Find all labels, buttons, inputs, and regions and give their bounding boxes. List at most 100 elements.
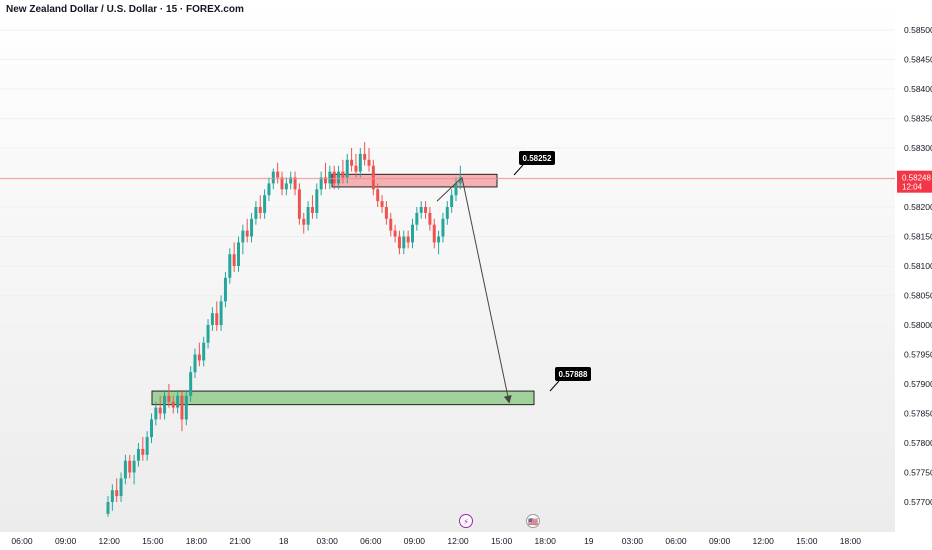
- grid: [0, 29, 895, 503]
- x-tick-label: 12:00: [99, 536, 121, 546]
- candle-body: [219, 301, 223, 325]
- x-tick-label: 03:00: [622, 536, 644, 546]
- candle-body: [245, 230, 249, 237]
- x-tick-label: 18:00: [840, 536, 862, 546]
- time-axis[interactable]: 06:00 09:00 12:00 15:00 18:00 21:00 18 03:00 06:…: [11, 536, 861, 546]
- candle-body: [324, 177, 327, 184]
- price-axis[interactable]: 0.58500 0.58450 0.58400 0.58350 0.58300 0.582…: [897, 25, 932, 507]
- candle-body: [306, 207, 310, 225]
- candle-body: [132, 460, 136, 473]
- support-callout-box[interactable]: [555, 367, 591, 381]
- candle-body: [411, 224, 414, 243]
- resistance-callout-box[interactable]: [519, 151, 555, 165]
- resistance-callout-text: 0.58252: [523, 154, 552, 163]
- candle-body: [202, 342, 206, 361]
- x-tick-label: 12:00: [753, 536, 775, 546]
- candle-body: [393, 230, 397, 237]
- y-tick-label: 0.58000: [904, 320, 932, 330]
- y-tick-label: 0.58500: [904, 25, 932, 35]
- candle-body: [258, 207, 262, 213]
- current-price-value: 0.58248: [902, 174, 931, 183]
- x-tick-label: 15:00: [491, 536, 513, 546]
- support-zone[interactable]: [151, 390, 535, 406]
- candle-body: [328, 171, 332, 184]
- candle-body: [384, 207, 388, 219]
- candle-body: [167, 395, 171, 402]
- candle-body: [297, 189, 301, 219]
- candle-body: [271, 171, 275, 184]
- candle-body: [380, 201, 384, 207]
- current-price-badge[interactable]: [897, 170, 932, 193]
- candle-body: [341, 171, 345, 178]
- y-tick-label: 0.58300: [904, 143, 932, 153]
- x-tick-label: 06:00: [665, 536, 687, 546]
- candle-body: [428, 212, 432, 225]
- lightning-event-icon-glyph: ⚡: [463, 518, 469, 527]
- candle-body: [293, 177, 297, 190]
- x-tick-label: 19: [584, 536, 594, 546]
- support-callout-leader: [549, 380, 560, 392]
- projection-arrow[interactable]: [461, 177, 512, 404]
- candle-body: [310, 207, 314, 213]
- candle-body: [163, 395, 167, 414]
- trend-line[interactable]: [436, 177, 463, 202]
- candle-body: [141, 448, 145, 455]
- y-tick-label: 0.58450: [904, 55, 932, 65]
- candle-body: [289, 177, 293, 184]
- y-tick-label: 0.58050: [904, 291, 932, 301]
- candle-body: [284, 183, 288, 190]
- y-tick-label: 0.57800: [904, 438, 932, 448]
- us-flag-event-icon-glyph: 🇺🇸: [528, 518, 538, 527]
- candle-body: [371, 165, 375, 190]
- x-tick-label: 18: [279, 536, 289, 546]
- candle-body: [241, 230, 245, 243]
- x-tick-label: 03:00: [317, 536, 339, 546]
- candle-body: [193, 354, 197, 373]
- x-tick-label: 09:00: [55, 536, 77, 546]
- candle-body: [363, 153, 367, 160]
- lightning-event-icon[interactable]: [459, 514, 473, 528]
- y-tick-label: 0.58200: [904, 202, 932, 212]
- y-tick-label: 0.57950: [904, 350, 932, 360]
- candle-body: [432, 224, 436, 243]
- candle-body: [254, 207, 258, 219]
- candle-body: [458, 177, 462, 184]
- candle-body: [228, 254, 232, 278]
- us-flag-event-icon[interactable]: [526, 514, 540, 528]
- candle-body: [367, 159, 371, 166]
- y-tick-label: 0.57750: [904, 468, 932, 478]
- x-tick-label: 12:00: [447, 536, 469, 546]
- candle-body: [419, 207, 423, 213]
- y-tick-label: 0.57700: [904, 497, 932, 507]
- y-tick-label: 0.58100: [904, 261, 932, 271]
- x-tick-label: 06:00: [11, 536, 33, 546]
- candle-body: [237, 242, 240, 266]
- candle-body: [345, 159, 349, 178]
- candle-body: [115, 490, 119, 497]
- candle-body: [441, 218, 445, 237]
- candle-body: [128, 460, 132, 473]
- resistance-zone[interactable]: [331, 173, 498, 188]
- x-tick-label: 09:00: [404, 536, 426, 546]
- y-tick-label: 0.58150: [904, 232, 932, 242]
- candle-body: [376, 189, 380, 202]
- candle-body: [437, 236, 441, 243]
- x-tick-label: 15:00: [142, 536, 164, 546]
- candle-body: [450, 195, 454, 207]
- candle-body: [350, 159, 354, 166]
- candle-body: [119, 478, 123, 497]
- candle-body: [302, 218, 306, 225]
- annotations: 0.58252 0.57888 ⚡ 🇺🇸: [0, 151, 895, 528]
- x-tick-label: 06:00: [360, 536, 382, 546]
- candle-body: [136, 448, 140, 461]
- candle-body: [397, 236, 401, 249]
- candle-body: [171, 401, 175, 408]
- candle-body: [158, 407, 162, 414]
- candle-body: [280, 177, 284, 190]
- candle-body: [415, 212, 419, 225]
- candle-body: [354, 165, 358, 172]
- candle-body: [210, 313, 214, 325]
- candle-body: [123, 460, 127, 479]
